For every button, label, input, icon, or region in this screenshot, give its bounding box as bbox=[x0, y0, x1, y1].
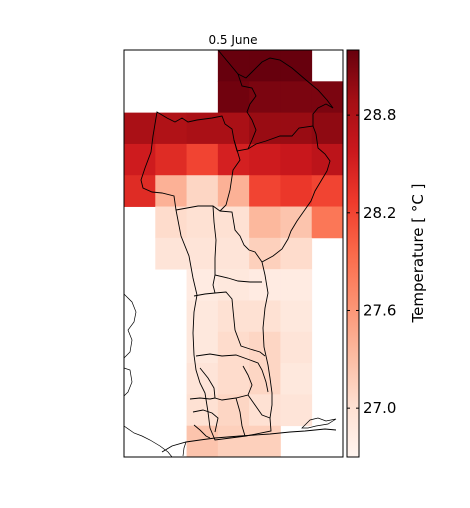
heatmap-cell bbox=[217, 50, 250, 82]
heatmap-cell bbox=[280, 112, 313, 145]
heatmap-cell bbox=[217, 143, 250, 176]
ghana-coast bbox=[124, 367, 133, 397]
coastline bbox=[161, 428, 337, 453]
heatmap-cell bbox=[280, 175, 313, 207]
heatmap-cell bbox=[249, 112, 281, 145]
heatmap-cell bbox=[186, 143, 219, 176]
heatmap-cell bbox=[217, 81, 250, 114]
heatmap-cell bbox=[249, 394, 281, 427]
colorbar: 27.0 27.6 28.2 28.8 Temperature [ °C ] bbox=[346, 49, 427, 458]
department-line bbox=[192, 409, 219, 433]
department-line bbox=[247, 394, 271, 419]
colorbar-tick-label: 28.2 bbox=[363, 204, 396, 222]
department-line bbox=[193, 291, 266, 357]
heatmap-cell bbox=[217, 363, 250, 395]
heatmap-cell bbox=[124, 112, 156, 145]
heatmap-cell bbox=[249, 81, 281, 114]
department-line bbox=[175, 205, 263, 263]
heatmap-cell bbox=[217, 175, 250, 207]
country-borders bbox=[124, 50, 337, 457]
heatmap-cell bbox=[280, 143, 313, 176]
heatmap-cell bbox=[280, 81, 313, 114]
heatmap-cell bbox=[217, 269, 250, 301]
department-line bbox=[235, 397, 246, 437]
heatmap-cell bbox=[280, 269, 313, 301]
colorbar-tick-label: 27.0 bbox=[363, 399, 396, 417]
colorbar-ticks: 27.0 27.6 28.2 28.8 bbox=[347, 106, 396, 417]
heatmap-cell bbox=[217, 425, 250, 457]
heatmap-cell bbox=[280, 300, 313, 333]
benin-border bbox=[140, 111, 331, 441]
lagos-lagoon bbox=[301, 417, 337, 429]
heatmap-cell bbox=[217, 394, 250, 427]
heatmap-cell bbox=[155, 143, 187, 176]
togo-border bbox=[124, 293, 137, 359]
heatmap-cell bbox=[186, 269, 219, 301]
map-area bbox=[123, 49, 344, 458]
heatmap-cell bbox=[280, 50, 313, 82]
heatmap-cell bbox=[124, 143, 156, 176]
heatmap-cell bbox=[311, 175, 343, 207]
heatmap-cell bbox=[155, 206, 187, 239]
map-frame bbox=[123, 49, 344, 458]
coastline bbox=[124, 425, 173, 457]
heatmap-cell bbox=[186, 331, 219, 364]
heatmap-cell bbox=[249, 425, 281, 457]
heatmap-cell bbox=[155, 237, 187, 270]
heatmap-cell bbox=[311, 143, 343, 176]
heatmap-cell bbox=[155, 175, 187, 207]
heatmap-cell bbox=[249, 206, 281, 239]
heatmap-cell bbox=[280, 363, 313, 395]
map-title: 0.5 June bbox=[208, 33, 257, 47]
heatmap-cell bbox=[217, 237, 250, 270]
heatmap-cell bbox=[311, 206, 343, 239]
department-line bbox=[212, 274, 216, 294]
colorbar-gradient bbox=[346, 49, 360, 458]
colorbar-tick-label: 28.8 bbox=[363, 106, 396, 124]
coast-detail bbox=[182, 441, 187, 457]
department-line bbox=[199, 365, 253, 401]
colorbar-label: Temperature [ °C ] bbox=[409, 184, 427, 324]
heatmap-cell bbox=[186, 300, 219, 333]
heatmap-cell bbox=[249, 175, 281, 207]
department-line bbox=[219, 139, 241, 212]
heatmap-cell bbox=[280, 237, 313, 270]
heatmap-cell bbox=[249, 143, 281, 176]
heatmap-cells bbox=[124, 50, 343, 457]
nigeria-border bbox=[237, 73, 257, 150]
heatmap-cell bbox=[280, 331, 313, 364]
heatmap-cell bbox=[249, 300, 281, 333]
heatmap-cell bbox=[186, 175, 219, 207]
heatmap-cell bbox=[249, 50, 281, 82]
heatmap-cell bbox=[186, 237, 219, 270]
department-line bbox=[195, 353, 269, 393]
department-line bbox=[193, 424, 211, 439]
heatmap-cell bbox=[186, 363, 219, 395]
heatmap-cell bbox=[280, 394, 313, 427]
heatmap-cell bbox=[155, 112, 187, 145]
department-line bbox=[189, 397, 216, 400]
colorbar-tick-label: 27.6 bbox=[363, 301, 396, 319]
niger-border bbox=[312, 103, 334, 126]
heatmap-cell bbox=[311, 81, 343, 114]
heatmap-cell bbox=[249, 331, 281, 364]
